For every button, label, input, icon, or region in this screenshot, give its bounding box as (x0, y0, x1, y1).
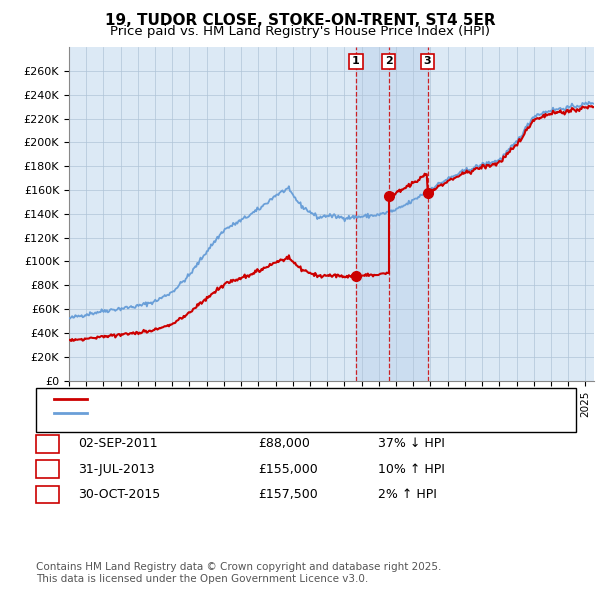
Text: £88,000: £88,000 (258, 437, 310, 450)
Text: 19, TUDOR CLOSE, STOKE-ON-TRENT, ST4 5ER (detached house): 19, TUDOR CLOSE, STOKE-ON-TRENT, ST4 5ER… (93, 393, 475, 406)
Text: 02-SEP-2011: 02-SEP-2011 (78, 437, 158, 450)
Text: £157,500: £157,500 (258, 488, 318, 501)
Text: 10% ↑ HPI: 10% ↑ HPI (378, 463, 445, 476)
Text: 2: 2 (385, 57, 392, 67)
Text: £155,000: £155,000 (258, 463, 318, 476)
Text: 31-JUL-2013: 31-JUL-2013 (78, 463, 155, 476)
Bar (356, 47, 428, 381)
Text: 19, TUDOR CLOSE, STOKE-ON-TRENT, ST4 5ER: 19, TUDOR CLOSE, STOKE-ON-TRENT, ST4 5ER (104, 13, 496, 28)
Text: 30-OCT-2015: 30-OCT-2015 (78, 488, 160, 501)
Text: 2% ↑ HPI: 2% ↑ HPI (378, 488, 437, 501)
Text: 37% ↓ HPI: 37% ↓ HPI (378, 437, 445, 450)
Text: HPI: Average price, detached house, Stoke-on-Trent: HPI: Average price, detached house, Stok… (93, 407, 397, 419)
Text: 2: 2 (43, 463, 52, 476)
Text: 3: 3 (43, 488, 52, 501)
Text: 1: 1 (43, 437, 52, 450)
Text: 3: 3 (424, 57, 431, 67)
Text: Price paid vs. HM Land Registry's House Price Index (HPI): Price paid vs. HM Land Registry's House … (110, 25, 490, 38)
Text: Contains HM Land Registry data © Crown copyright and database right 2025.
This d: Contains HM Land Registry data © Crown c… (36, 562, 442, 584)
Text: 1: 1 (352, 57, 360, 67)
